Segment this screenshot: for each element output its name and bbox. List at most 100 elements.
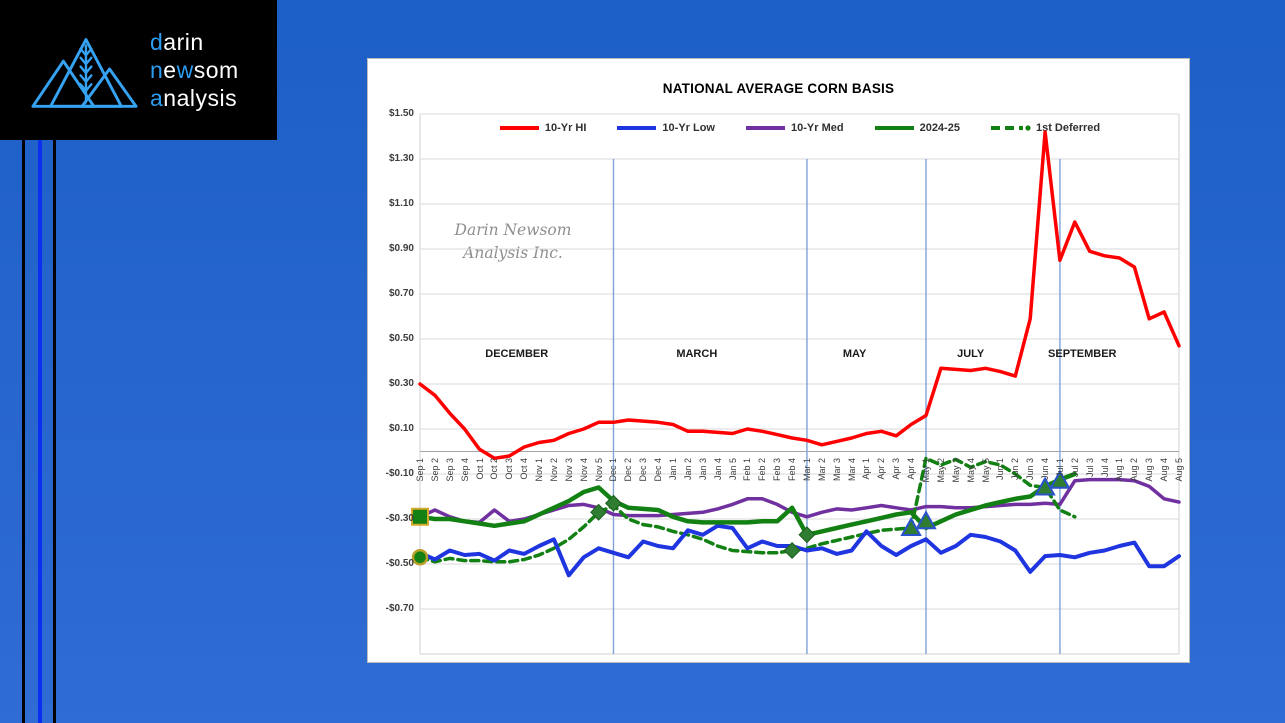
legend-item-1st-deferred: 1st Deferred (990, 122, 1100, 134)
marker-diamond (798, 526, 816, 544)
y-axis-label: $1.10 (388, 198, 414, 209)
x-axis-label: Sep 1 (415, 457, 425, 482)
x-axis-label: Dec 3 (638, 457, 649, 482)
x-axis-label: Jun 1 (995, 457, 1006, 480)
legend-line-sample (617, 126, 657, 130)
vertical-stripe-black-right (53, 140, 56, 723)
x-axis-label: Mar 2 (816, 457, 827, 481)
x-axis-label: Nov 4 (578, 457, 589, 482)
x-axis-label: Feb 4 (787, 457, 798, 481)
x-axis-label: Aug 1 (1114, 457, 1125, 482)
plot-area: DECEMBER MARCH MAY JULY SEPTEMBER (411, 113, 1181, 655)
vertical-stripe-black-left (22, 140, 25, 723)
x-axis-label: Jul 4 (1099, 457, 1110, 477)
x-axis-label: Aug 2 (1129, 457, 1140, 482)
mountains-wheat-icon (31, 38, 138, 108)
series-line-1st-deferred (418, 456, 1077, 564)
logo-wordmark: darin newsom analysis (150, 28, 239, 112)
legend-label: 2024-25 (919, 122, 960, 134)
marker-triangle (900, 516, 922, 536)
x-axis-label: Nov 5 (593, 457, 604, 482)
x-axis-label: Mar 4 (846, 457, 857, 481)
x-axis-label: Oct 2 (489, 457, 500, 480)
x-axis-label: Oct 3 (504, 457, 515, 480)
chart-legend: 10-Yr HI 10-Yr Low 10-Yr Med 2024-25 1st Def… (420, 122, 1179, 134)
x-axis-label: Jan 1 (668, 457, 678, 480)
marker-square (411, 507, 429, 526)
x-axis-label: Jul 3 (1084, 457, 1095, 477)
x-axis-label: Mar 1 (801, 457, 812, 481)
x-axis-label: Apr 2 (876, 457, 887, 480)
x-axis-label: Sep 4 (459, 457, 470, 482)
x-axis-label: Aug 3 (1144, 457, 1155, 482)
x-axis-label: Jun 4 (1040, 457, 1051, 480)
y-axis-label: $0.50 (388, 333, 414, 344)
x-axis-label: Dec 2 (623, 457, 634, 482)
y-axis-label: -$0.30 (385, 513, 414, 524)
legend-item-10-yr-hi: 10-Yr HI (499, 122, 587, 134)
month-label-july: JULY (957, 348, 985, 360)
x-axis-label: Dec 4 (653, 457, 664, 482)
x-axis-label: Jun 2 (1010, 457, 1021, 480)
y-axis-label: -$0.70 (385, 603, 414, 614)
x-axis-label: Aug 4 (1159, 457, 1170, 482)
logo-line-2: analysis (150, 85, 238, 111)
legend-label: 10-Yr Med (791, 122, 844, 134)
x-axis-label: Feb 2 (757, 457, 768, 481)
x-axis-label: Oct 4 (519, 457, 530, 480)
legend-label: 10-Yr HI (544, 122, 587, 134)
legend-label: 10-Yr Low (662, 122, 715, 134)
x-axis-label: Jul 1 (1054, 457, 1065, 477)
marker-triangle (1034, 476, 1056, 496)
y-axis-label: -$0.50 (385, 558, 414, 569)
marker-triangle (915, 510, 937, 530)
legend-line-sample (874, 126, 914, 130)
y-axis-label: $1.50 (388, 108, 414, 119)
series-line-2024-25 (417, 471, 1078, 538)
x-axis-label: May 2 (935, 457, 946, 483)
x-axis-label: Oct 1 (474, 457, 485, 480)
x-axis-label: Jun 3 (1025, 457, 1036, 480)
marker-diamond (604, 494, 622, 512)
month-label-may: MAY (843, 348, 867, 360)
y-axis-label: $1.30 (388, 153, 414, 164)
month-label-march: MARCH (676, 348, 717, 360)
x-axis-label: Jan 2 (682, 457, 693, 480)
legend-line-sample (746, 126, 785, 130)
y-axis-label: $0.30 (388, 378, 414, 389)
logo-line-1: newsom (150, 57, 239, 83)
x-axis-label: May 1 (921, 457, 931, 483)
month-label-september: SEPTEMBER (1048, 348, 1117, 360)
x-axis-label: Dec 1 (608, 457, 619, 482)
legend-item-10-yr-med: 10-Yr Med (745, 122, 844, 134)
x-axis-label: May 3 (950, 457, 961, 483)
x-axis-label: Sep 3 (444, 457, 455, 482)
x-axis-label: Jan 4 (712, 457, 723, 480)
vertical-stripe-blue (38, 140, 42, 723)
month-label-december: DECEMBER (485, 348, 548, 360)
watermark-line-1: Darin Newsom (454, 221, 572, 239)
series-line-10-yr-hi (418, 130, 1181, 461)
legend-line-sample (990, 125, 1031, 131)
marker-circle (411, 549, 429, 566)
marker-triangle (1049, 469, 1071, 489)
legend-label: 1st Deferred (1035, 122, 1101, 134)
x-axis-label: May 4 (965, 457, 976, 483)
legend-item-10-yr-low: 10-Yr Low (616, 122, 715, 134)
corn-basis-chart-panel: NATIONAL AVERAGE CORN BASIS 10-Yr HI 10-Y… (367, 58, 1190, 663)
y-axis-label: $0.10 (388, 423, 414, 434)
x-axis-label: Jan 3 (697, 457, 708, 480)
legend-item-2024-25: 2024-25 (874, 122, 960, 134)
x-axis-label: Jan 5 (727, 457, 738, 480)
x-axis-label: Nov 2 (548, 457, 559, 482)
x-axis-label: May 5 (980, 457, 991, 483)
chart-title: NATIONAL AVERAGE CORN BASIS (662, 81, 895, 96)
x-axis-label: Nov 3 (563, 457, 574, 482)
x-axis-label: Jul 2 (1069, 457, 1080, 477)
legend-line-sample (499, 126, 539, 130)
x-axis-label: Apr 3 (891, 457, 902, 480)
x-axis-label: Mar 3 (831, 457, 842, 481)
series-line-10-yr-low (418, 523, 1181, 578)
marker-diamond (590, 503, 608, 521)
x-axis-label: Apr 4 (906, 457, 917, 480)
